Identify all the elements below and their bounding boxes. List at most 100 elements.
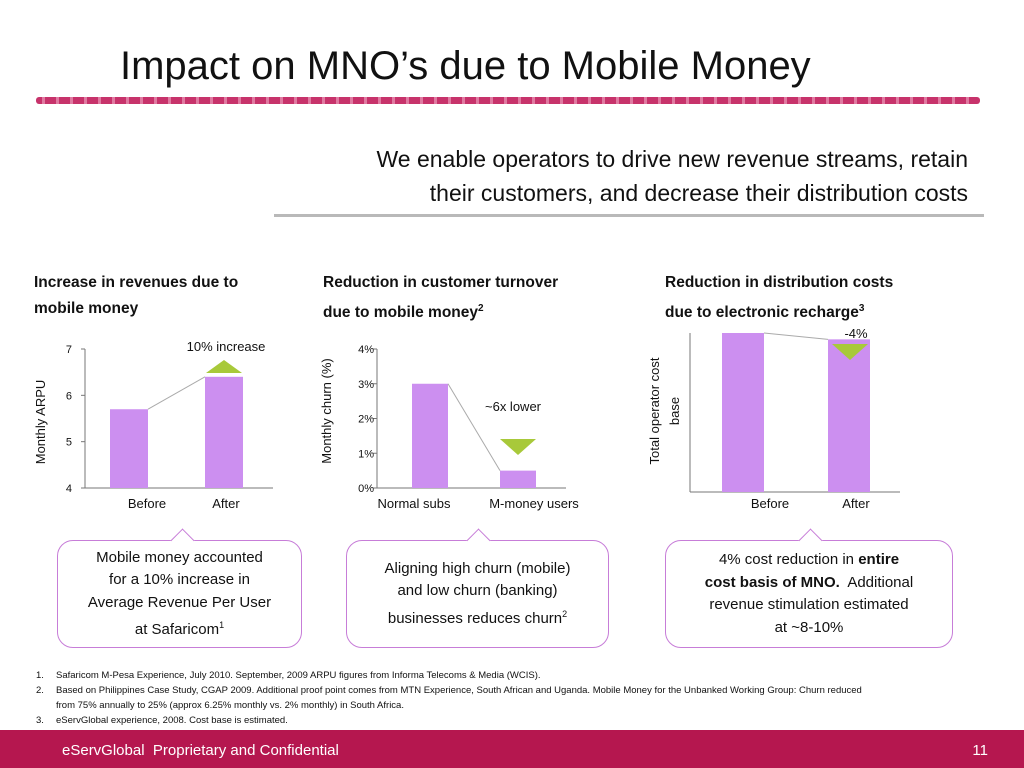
callout-text-span: 4% cost reduction in <box>718 551 859 568</box>
up-arrow-icon <box>206 360 242 373</box>
callout-text-span: businesses reduces churn <box>387 609 563 627</box>
bar <box>205 376 243 488</box>
heading-line: Increase in revenues due to <box>34 274 239 291</box>
footnote-text: eServGlobal experience, 2008. Cost base … <box>56 715 288 726</box>
callout-text: Mobile money accounted for a 10% increas… <box>88 547 271 642</box>
subtitle-divider <box>274 214 984 217</box>
subtitle-line: We enable operators to drive new revenue… <box>376 146 969 172</box>
callout-line: businesses reduces churn2 <box>385 603 571 631</box>
callout-line: at Safaricom1 <box>88 614 271 642</box>
y-axis-label: Monthly ARPU <box>33 380 48 465</box>
x-tick-label: Before <box>751 496 789 511</box>
footnote: from 75% annually to 25% (approx 6.25% m… <box>36 698 1016 713</box>
callout-text-span: Additional <box>839 573 914 591</box>
y-tick-label: 3% <box>358 379 374 391</box>
x-tick-label: After <box>842 496 870 511</box>
footnote: 2. Based on Philippines Case Study, CGAP … <box>36 683 1016 698</box>
footnote-ref: 3 <box>858 303 865 314</box>
churn-heading: Reduction in customer turnover due to mo… <box>323 270 558 326</box>
bar <box>110 409 148 488</box>
callout-line: Average Revenue Per User <box>87 593 272 611</box>
heading-line: due to electronic recharge3 <box>665 296 893 326</box>
footnote-number: 3. <box>36 715 44 726</box>
y-tick-label: 4% <box>358 344 374 356</box>
revenue-callout: Mobile money accounted for a 10% increas… <box>57 528 302 648</box>
footer-brand: eServGlobal <box>62 742 145 759</box>
callout-text: 4% cost reduction in entire cost basis o… <box>705 549 913 639</box>
footnote-ref: 2 <box>478 303 484 314</box>
heading-line: mobile money <box>34 300 139 317</box>
footnote-text: Safaricom M-Pesa Experience, July 2010. … <box>56 670 541 681</box>
cost-chart: Total operator cost base -4% Before After <box>647 326 900 511</box>
footnote: 3. eServGlobal experience, 2008. Cost bas… <box>36 713 1016 728</box>
x-tick-label: After <box>212 496 240 511</box>
churn-chart: Monthly churn (%) ~6x lower 0% 1% 2% 3% 4% No… <box>319 344 579 511</box>
footnote-number <box>36 698 56 713</box>
callout-bold: entire <box>858 551 900 568</box>
callout-line: Aligning high churn (mobile) <box>384 559 571 577</box>
callout-line: at ~8-10% <box>774 618 844 636</box>
footnotes: 1. Safaricom M-Pesa Experience, July 2010… <box>36 668 1016 728</box>
distribution-callout: 4% cost reduction in entire cost basis o… <box>665 528 953 648</box>
footer-text: Proprietary and Confidential <box>152 742 339 759</box>
footer-bar: eServGlobal Proprietary and Confidential… <box>0 730 1024 768</box>
heading-line: due to mobile money2 <box>323 296 558 326</box>
arpu-chart: Monthly ARPU 10% increase 4 5 6 7 Before Afte… <box>33 339 273 511</box>
subtitle-line: their customers, and decrease their dist… <box>429 180 968 206</box>
title-divider <box>36 97 980 104</box>
footnote-ref: 2 <box>562 608 568 619</box>
bar <box>828 339 870 492</box>
callout-line: cost basis of MNO. Additional <box>705 572 913 595</box>
y-axis-label: base <box>667 397 682 425</box>
callout-notch <box>466 528 491 553</box>
y-tick-label: 0% <box>358 483 374 495</box>
heading-line: Reduction in distribution costs <box>665 274 894 291</box>
churn-callout: Aligning high churn (mobile) and low chu… <box>346 528 609 648</box>
down-arrow-icon <box>832 344 868 360</box>
revenue-heading: Increase in revenues due to mobile money <box>34 270 238 322</box>
chart-annotation: -4% <box>844 326 868 341</box>
footnote: 1. Safaricom M-Pesa Experience, July 2010… <box>36 668 1016 683</box>
y-axis-label: Monthly churn (%) <box>319 358 334 463</box>
x-tick-label: M-money users <box>489 496 579 511</box>
callout-line: revenue stimulation estimated <box>709 596 909 613</box>
footnote-number: 1. <box>36 670 44 681</box>
footer-left: eServGlobal Proprietary and Confidential <box>62 742 339 759</box>
y-tick-label: 5 <box>66 437 72 449</box>
footnote-ref: 1 <box>219 620 225 630</box>
footnote-text: Based on Philippines Case Study, CGAP 20… <box>56 685 862 696</box>
slide-title: Impact on MNO’s due to Mobile Money <box>120 44 811 88</box>
heading-text: due to mobile money <box>323 304 479 322</box>
slide-subtitle: We enable operators to drive new revenue… <box>208 142 969 210</box>
chart-annotation: ~6x lower <box>485 399 542 414</box>
chart-annotation: 10% increase <box>187 339 266 354</box>
y-tick-label: 4 <box>66 483 72 495</box>
bar <box>412 383 448 488</box>
y-axis-label: Total operator cost <box>647 357 662 464</box>
connector-line <box>763 332 829 340</box>
y-tick-label: 2% <box>358 414 374 426</box>
connector-line <box>147 376 206 410</box>
page-number: 11 <box>972 742 988 759</box>
bar <box>500 470 536 488</box>
footnote-number: 2. <box>36 685 44 696</box>
y-tick-label: 1% <box>358 448 374 460</box>
y-tick-label: 6 <box>66 390 72 402</box>
footnote-text: from 75% annually to 25% (approx 6.25% m… <box>56 700 404 711</box>
x-tick-label: Normal subs <box>378 496 451 511</box>
callout-bold: cost basis of MNO. <box>704 573 840 591</box>
callout-line: Mobile money accounted <box>96 548 263 566</box>
heading-text: due to electronic recharge <box>665 304 859 322</box>
heading-line: Reduction in customer turnover <box>323 274 559 291</box>
distribution-heading: Reduction in distribution costs due to e… <box>665 270 893 326</box>
callout-text: Aligning high churn (mobile) and low chu… <box>385 558 571 631</box>
callout-line: and low churn (banking) <box>397 582 558 600</box>
x-tick-label: Before <box>128 496 166 511</box>
callout-line: 4% cost reduction in entire <box>705 549 913 572</box>
y-tick-label: 7 <box>66 344 72 356</box>
connector-line <box>447 383 501 471</box>
down-arrow-icon <box>500 439 536 455</box>
callout-line: for a 10% increase in <box>109 571 250 588</box>
bar <box>722 333 764 492</box>
callout-text-span: at Safaricom <box>134 621 220 638</box>
